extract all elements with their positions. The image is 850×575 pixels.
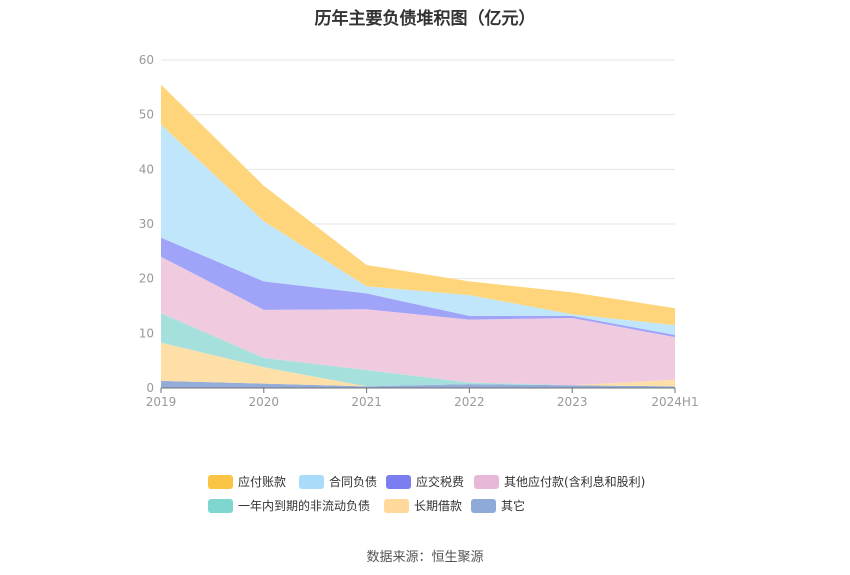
y-tick-label: 20 <box>139 272 154 286</box>
y-tick-label: 40 <box>139 162 154 176</box>
legend-label: 长期借款 <box>414 499 462 513</box>
x-tick-label: 2019 <box>146 395 177 409</box>
legend-label: 应付账款 <box>238 474 286 489</box>
y-tick-label: 50 <box>139 108 154 122</box>
area-series <box>161 124 675 335</box>
area-series <box>161 256 675 386</box>
y-tick-label: 60 <box>139 53 154 67</box>
legend-swatch <box>299 475 324 489</box>
x-tick-label: 2020 <box>249 395 280 409</box>
legend-label: 一年内到期的非流动负债 <box>238 498 370 513</box>
legend-swatch <box>386 475 411 489</box>
area-series <box>161 313 675 387</box>
area-series <box>161 84 675 326</box>
y-tick-label: 0 <box>146 381 154 395</box>
legend-label: 其它 <box>501 498 525 513</box>
x-tick-label: 2023 <box>557 395 588 409</box>
data-source: 数据来源：恒生聚源 <box>366 550 484 565</box>
legend-swatch <box>208 475 233 489</box>
x-tick-label: 2021 <box>351 395 382 409</box>
legend-swatch <box>474 475 499 489</box>
area-series <box>161 237 675 338</box>
legend-swatch <box>471 499 496 513</box>
x-tick-label: 2024H1 <box>651 395 698 409</box>
legend-swatch <box>208 499 233 513</box>
area-series <box>161 342 675 387</box>
legend-label: 合同负债 <box>329 474 377 489</box>
legend-label: 其他应付款(含利息和股利) <box>504 474 645 489</box>
legend-label: 应交税费 <box>416 474 464 489</box>
y-tick-label: 30 <box>139 217 154 231</box>
legend-swatch <box>384 499 409 513</box>
y-tick-label: 10 <box>139 326 154 340</box>
x-tick-label: 2022 <box>454 395 485 409</box>
area-series <box>161 380 675 388</box>
chart-title: 历年主要负债堆积图（亿元） <box>314 9 536 29</box>
